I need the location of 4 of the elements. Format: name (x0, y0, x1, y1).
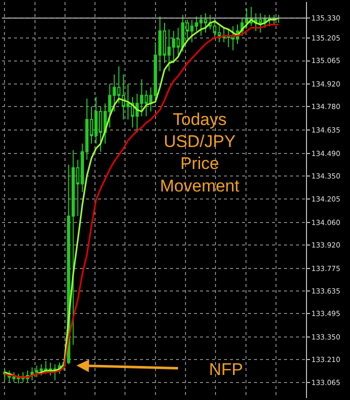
candlestick (231, 26, 235, 51)
annotation: Todays USD/JPY Price Movement (160, 110, 240, 196)
candlestick (199, 14, 203, 36)
annotation: NFP (209, 360, 243, 379)
